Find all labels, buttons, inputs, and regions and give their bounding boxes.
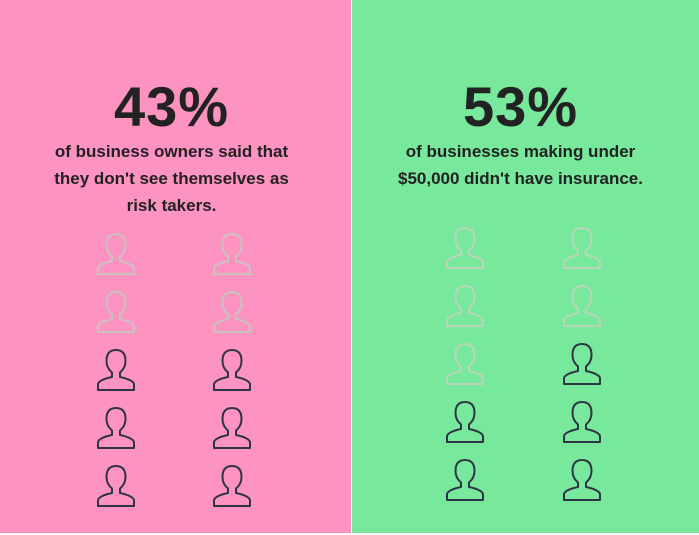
- icon-outline: [213, 349, 251, 391]
- icon-outline: [213, 233, 251, 275]
- person-icon: [563, 343, 601, 385]
- icon-outline: [563, 343, 601, 385]
- icon-outline: [97, 291, 135, 333]
- person-icon: [213, 291, 251, 333]
- icon-outline: [563, 459, 601, 501]
- person-icon: [213, 465, 251, 507]
- person-icon: [213, 407, 251, 449]
- caption-line: of businesses making under: [405, 142, 636, 161]
- icon-outline: [213, 465, 251, 507]
- icon-outline: [97, 465, 135, 507]
- person-icon: [446, 285, 484, 327]
- person-icon: [563, 459, 601, 501]
- left-panel: 43% of business owners said that they do…: [0, 0, 351, 533]
- icon-outline: [446, 401, 484, 443]
- caption-line: they don't see themselves as: [54, 169, 289, 188]
- person-icon: [97, 465, 135, 507]
- icon-outline: [97, 233, 135, 275]
- icon-outline: [563, 401, 601, 443]
- person-icon: [446, 401, 484, 443]
- caption: of businesses making under $50,000 didn'…: [342, 138, 699, 192]
- person-icon: [446, 227, 484, 269]
- icon-outline: [97, 349, 135, 391]
- person-icon: [213, 233, 251, 275]
- right-panel: 53% of businesses making under $50,000 d…: [352, 0, 699, 533]
- person-icon: [563, 227, 601, 269]
- caption-line: $50,000 didn't have insurance.: [398, 169, 643, 188]
- caption-line: of business owners said that: [54, 142, 289, 161]
- caption: of business owners said that they don't …: [0, 138, 351, 219]
- icon-outline: [446, 285, 484, 327]
- stat: 53%: [462, 75, 579, 138]
- icon-grid: [97, 233, 251, 507]
- person-icon: [97, 233, 135, 275]
- icon-outline: [563, 227, 601, 269]
- icon-outline: [213, 291, 251, 333]
- icon-outline: [446, 227, 484, 269]
- person-icon: [213, 349, 251, 391]
- caption-line: risk takers.: [126, 196, 217, 215]
- icon-outline: [213, 407, 251, 449]
- stat: 43%: [113, 75, 230, 138]
- person-icon: [97, 291, 135, 333]
- icon-outline: [563, 285, 601, 327]
- icon-outline: [446, 459, 484, 501]
- icon-outline: [97, 407, 135, 449]
- person-icon: [446, 343, 484, 385]
- icon-grid: [446, 227, 601, 501]
- person-icon: [446, 459, 484, 501]
- person-icon: [97, 349, 135, 391]
- icon-outline: [446, 343, 484, 385]
- person-icon: [563, 285, 601, 327]
- person-icon: [97, 407, 135, 449]
- person-icon: [563, 401, 601, 443]
